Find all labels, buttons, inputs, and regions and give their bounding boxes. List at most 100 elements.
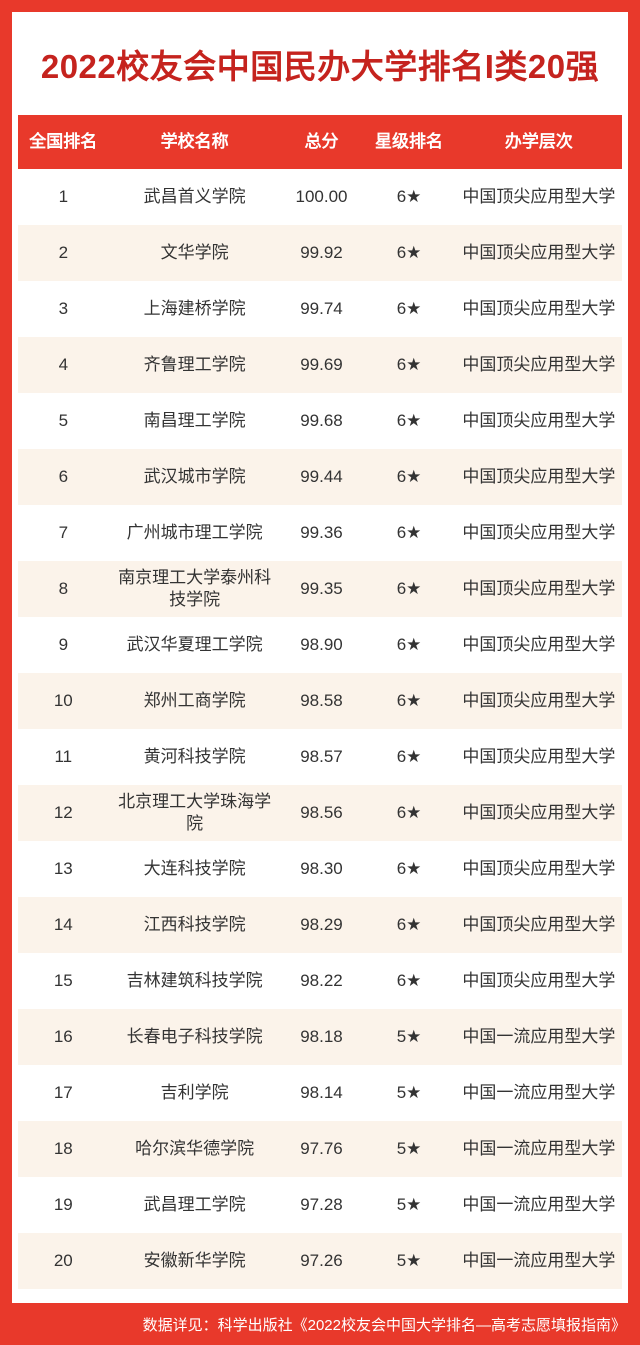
- cell-score: 98.18: [300, 1026, 343, 1046]
- cell-stars: 5★: [396, 1194, 422, 1214]
- column-header-score: 总分: [304, 131, 339, 151]
- cell-name: 黄河科技学院: [143, 746, 246, 766]
- table-row: 16 长春电子科技学院 98.18 5★ 中国一流应用型大学: [18, 1009, 622, 1065]
- cell-rank: 4: [58, 354, 69, 374]
- cell-score: 98.90: [300, 634, 343, 654]
- column-header-stars: 星级排名: [375, 131, 444, 151]
- table-row: 3 上海建桥学院 99.74 6★ 中国顶尖应用型大学: [18, 281, 622, 337]
- cell-score: 99.69: [300, 354, 343, 374]
- cell-score: 99.35: [300, 578, 343, 598]
- cell-stars: 6★: [396, 466, 422, 486]
- page-title: 2022校友会中国民办大学排名I类20强: [40, 47, 600, 85]
- cell-score: 99.68: [300, 410, 343, 430]
- cell-rank: 8: [58, 578, 69, 598]
- table-header-row: 全国排名 学校名称 总分 星级排名 办学层次: [18, 115, 622, 169]
- cell-stars: 6★: [396, 802, 422, 822]
- table-row: 20 安徽新华学院 97.26 5★ 中国一流应用型大学: [18, 1233, 622, 1289]
- cell-stars: 6★: [396, 410, 422, 430]
- column-header-name: 学校名称: [160, 131, 229, 151]
- cell-rank: 7: [58, 522, 69, 542]
- cell-stars: 5★: [396, 1138, 422, 1158]
- cell-rank: 20: [53, 1250, 73, 1270]
- column-header-level: 办学层次: [504, 131, 573, 151]
- cell-name: 北京理工大学珠海学院: [118, 791, 272, 833]
- table-row: 11 黄河科技学院 98.57 6★ 中国顶尖应用型大学: [18, 729, 622, 785]
- table-row: 5 南昌理工学院 99.68 6★ 中国顶尖应用型大学: [18, 393, 622, 449]
- table-row: 19 武昌理工学院 97.28 5★ 中国一流应用型大学: [18, 1177, 622, 1233]
- table-row: 17 吉利学院 98.14 5★ 中国一流应用型大学: [18, 1065, 622, 1121]
- cell-score: 97.28: [300, 1194, 343, 1214]
- cell-score: 100.00: [295, 186, 348, 206]
- cell-rank: 19: [53, 1194, 73, 1214]
- table-row: 2 文华学院 99.92 6★ 中国顶尖应用型大学: [18, 225, 622, 281]
- footer-note: 数据详见：科学出版社《2022校友会中国大学排名—高考志愿填报指南》: [142, 1316, 626, 1334]
- cell-stars: 6★: [396, 746, 422, 766]
- cell-rank: 16: [53, 1026, 73, 1046]
- table-row: 4 齐鲁理工学院 99.69 6★ 中国顶尖应用型大学: [18, 337, 622, 393]
- cell-score: 98.30: [300, 858, 343, 878]
- cell-rank: 13: [53, 858, 73, 878]
- cell-stars: 5★: [396, 1026, 422, 1046]
- cell-level: 中国顶尖应用型大学: [462, 410, 616, 430]
- cell-level: 中国顶尖应用型大学: [462, 578, 616, 598]
- cell-name: 上海建桥学院: [143, 298, 246, 318]
- table-row: 7 广州城市理工学院 99.36 6★ 中国顶尖应用型大学: [18, 505, 622, 561]
- ranking-card: 2022校友会中国民办大学排名I类20强 全国排名 学校名称 总分 星级排名 办…: [12, 12, 628, 1303]
- cell-name: 安徽新华学院: [143, 1250, 246, 1270]
- cell-level: 中国顶尖应用型大学: [462, 634, 616, 654]
- ranking-table: 全国排名 学校名称 总分 星级排名 办学层次 1 武昌首义学院 100.00 6★ 中国…: [18, 115, 622, 1289]
- table-row: 18 哈尔滨华德学院 97.76 5★ 中国一流应用型大学: [18, 1121, 622, 1177]
- cell-score: 98.14: [300, 1082, 343, 1102]
- table-body: 1 武昌首义学院 100.00 6★ 中国顶尖应用型大学 2 文华学院 99.92 6★ 中国顶尖…: [18, 169, 622, 1289]
- cell-name: 长春电子科技学院: [126, 1026, 263, 1046]
- cell-name: 南京理工大学泰州科技学院: [118, 567, 272, 609]
- cell-score: 97.76: [300, 1138, 343, 1158]
- cell-score: 98.58: [300, 690, 343, 710]
- cell-name: 南昌理工学院: [143, 410, 246, 430]
- cell-name: 大连科技学院: [143, 858, 246, 878]
- cell-rank: 15: [53, 970, 73, 990]
- cell-level: 中国一流应用型大学: [462, 1194, 616, 1214]
- cell-rank: 14: [53, 914, 73, 934]
- cell-name: 武昌首义学院: [143, 186, 246, 206]
- cell-level: 中国顶尖应用型大学: [462, 242, 616, 262]
- column-header-rank: 全国排名: [29, 131, 98, 151]
- cell-level: 中国一流应用型大学: [462, 1082, 616, 1102]
- cell-rank: 18: [53, 1138, 73, 1158]
- cell-rank: 12: [53, 802, 73, 822]
- cell-stars: 5★: [396, 1082, 422, 1102]
- footer-bar: 数据详见：科学出版社《2022校友会中国大学排名—高考志愿填报指南》: [0, 1303, 640, 1345]
- cell-name: 江西科技学院: [143, 914, 246, 934]
- cell-rank: 10: [53, 690, 73, 710]
- cell-stars: 5★: [396, 1250, 422, 1270]
- cell-score: 97.26: [300, 1250, 343, 1270]
- cell-level: 中国顶尖应用型大学: [462, 186, 616, 206]
- cell-score: 99.74: [300, 298, 343, 318]
- cell-level: 中国顶尖应用型大学: [462, 858, 616, 878]
- cell-stars: 6★: [396, 914, 422, 934]
- cell-level: 中国顶尖应用型大学: [462, 298, 616, 318]
- cell-level: 中国顶尖应用型大学: [462, 746, 616, 766]
- cell-stars: 6★: [396, 186, 422, 206]
- cell-level: 中国顶尖应用型大学: [462, 522, 616, 542]
- cell-stars: 6★: [396, 242, 422, 262]
- cell-name: 吉林建筑科技学院: [126, 970, 263, 990]
- cell-rank: 6: [58, 466, 69, 486]
- table-row: 15 吉林建筑科技学院 98.22 6★ 中国顶尖应用型大学: [18, 953, 622, 1009]
- cell-level: 中国一流应用型大学: [462, 1250, 616, 1270]
- cell-score: 99.92: [300, 242, 343, 262]
- cell-rank: 5: [58, 410, 69, 430]
- cell-level: 中国顶尖应用型大学: [462, 914, 616, 934]
- cell-score: 98.22: [300, 970, 343, 990]
- cell-stars: 6★: [396, 858, 422, 878]
- cell-name: 文华学院: [160, 242, 229, 262]
- cell-rank: 11: [54, 746, 73, 766]
- cell-level: 中国顶尖应用型大学: [462, 802, 616, 822]
- cell-score: 99.36: [300, 522, 343, 542]
- cell-name: 郑州工商学院: [143, 690, 246, 710]
- cell-name: 吉利学院: [160, 1082, 229, 1102]
- cell-name: 广州城市理工学院: [126, 522, 263, 542]
- cell-stars: 6★: [396, 578, 422, 598]
- table-row: 13 大连科技学院 98.30 6★ 中国顶尖应用型大学: [18, 841, 622, 897]
